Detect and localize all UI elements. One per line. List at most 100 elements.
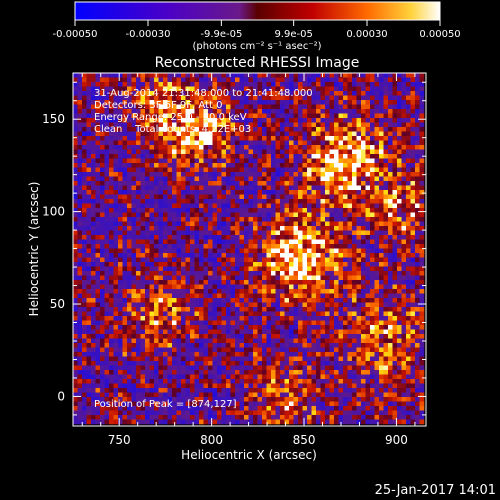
heatmap-cell: [77, 95, 83, 101]
heatmap-cell: [158, 163, 164, 168]
heatmap-cell: [199, 194, 204, 200]
heatmap-cell: [307, 95, 312, 101]
heatmap-cell: [284, 140, 290, 146]
heatmap-cell: [365, 190, 371, 195]
heatmap-cell: [131, 280, 137, 285]
heatmap-cell: [194, 163, 200, 168]
heatmap-cell: [284, 284, 290, 290]
heatmap-cell: [118, 104, 123, 110]
heatmap-cell: [167, 217, 173, 222]
heatmap-cell: [388, 316, 393, 321]
heatmap-cell: [199, 334, 204, 339]
heatmap-cell: [221, 145, 227, 150]
heatmap-cell: [190, 91, 195, 96]
heatmap-cell: [235, 122, 240, 128]
heatmap-cell: [82, 203, 87, 209]
heatmap-cell: [379, 109, 384, 114]
heatmap-cell: [397, 154, 402, 159]
heatmap-cell: [320, 172, 326, 177]
heatmap-cell: [104, 100, 110, 105]
heatmap-cell: [208, 329, 213, 335]
heatmap-cell: [199, 230, 204, 236]
heatmap-cell: [406, 181, 411, 186]
heatmap-cell: [298, 356, 303, 362]
heatmap-cell: [401, 109, 407, 114]
heatmap-cell: [397, 131, 402, 137]
heatmap-cell: [95, 140, 101, 146]
heatmap-cell: [325, 253, 330, 258]
heatmap-cell: [262, 77, 267, 83]
heatmap-cell: [316, 311, 321, 317]
heatmap-cell: [410, 325, 416, 330]
heatmap-cell: [352, 136, 357, 141]
heatmap-cell: [392, 136, 398, 141]
heatmap-cell: [361, 118, 366, 123]
heatmap-cell: [361, 104, 366, 110]
heatmap-cell: [86, 230, 92, 236]
heatmap-cell: [221, 212, 227, 218]
heatmap-cell: [244, 127, 249, 132]
heatmap-cell: [293, 217, 299, 222]
heatmap-cell: [136, 352, 141, 357]
heatmap-cell: [266, 280, 272, 285]
heatmap-cell: [95, 163, 101, 168]
heatmap-cell: [226, 73, 231, 78]
heatmap-cell: [370, 190, 375, 195]
heatmap-cell: [374, 244, 380, 249]
heatmap-cell: [419, 239, 425, 245]
heatmap-cell: [172, 122, 177, 128]
heatmap-cell: [199, 100, 204, 105]
heatmap-cell: [262, 316, 267, 321]
heatmap-cell: [392, 77, 398, 83]
heatmap-cell: [199, 226, 204, 231]
heatmap-cell: [284, 194, 290, 200]
heatmap-cell: [271, 212, 276, 218]
heatmap-cell: [257, 311, 263, 317]
heatmap-cell: [320, 235, 326, 240]
heatmap-cell: [253, 104, 258, 110]
heatmap-cell: [109, 158, 114, 164]
heatmap-cell: [338, 86, 344, 92]
heatmap-cell: [365, 149, 371, 155]
heatmap-cell: [167, 167, 173, 173]
heatmap-cell: [194, 95, 200, 101]
heatmap-cell: [271, 172, 276, 177]
heatmap-cell: [203, 334, 209, 339]
heatmap-cell: [77, 140, 83, 146]
heatmap-cell: [329, 311, 335, 317]
heatmap-cell: [217, 248, 222, 254]
heatmap-cell: [167, 253, 173, 258]
heatmap-cell: [167, 280, 173, 285]
heatmap-cell: [158, 217, 164, 222]
heatmap-cell: [293, 199, 299, 204]
heatmap-cell: [154, 212, 159, 218]
heatmap-cell: [298, 181, 303, 186]
heatmap-cell: [149, 194, 155, 200]
heatmap-cell: [379, 217, 384, 222]
heatmap-cell: [307, 122, 312, 128]
heatmap-cell: [275, 347, 281, 353]
heatmap-cell: [419, 140, 425, 146]
heatmap-cell: [298, 158, 303, 164]
heatmap-cell: [140, 239, 146, 245]
heatmap-cell: [289, 266, 294, 272]
heatmap-cell: [118, 253, 123, 258]
heatmap-cell: [356, 257, 362, 263]
heatmap-cell: [266, 167, 272, 173]
heatmap-cell: [370, 118, 375, 123]
heatmap-cell: [316, 77, 321, 83]
heatmap-cell: [122, 235, 128, 240]
heatmap-cell: [320, 253, 326, 258]
heatmap-cell: [109, 104, 114, 110]
heatmap-cell: [167, 320, 173, 326]
heatmap-cell: [401, 226, 407, 231]
heatmap-cell: [379, 86, 384, 92]
heatmap-cell: [113, 257, 119, 263]
heatmap-cell: [320, 167, 326, 173]
heatmap-cell: [203, 149, 209, 155]
heatmap-cell: [370, 271, 375, 276]
heatmap-cell: [190, 334, 195, 339]
heatmap-cell: [271, 131, 276, 137]
heatmap-cell: [320, 203, 326, 209]
heatmap-cell: [320, 176, 326, 182]
